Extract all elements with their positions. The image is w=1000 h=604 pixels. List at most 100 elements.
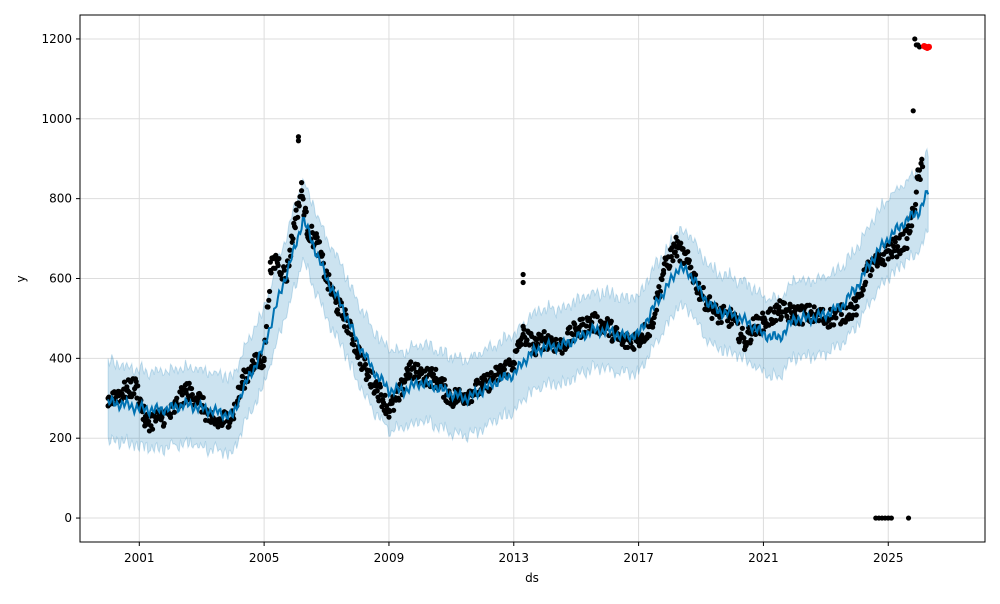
actual-point (895, 243, 901, 250)
actual-point (171, 409, 178, 415)
actual-point (469, 398, 475, 405)
actual-point (174, 395, 180, 401)
actual-point (672, 249, 678, 255)
actual-point (721, 303, 727, 309)
actual-point (628, 340, 634, 346)
actual-point (303, 209, 309, 215)
actual-point (217, 419, 224, 425)
actual-point (854, 303, 860, 310)
outlier-point (912, 36, 918, 42)
actual-point (405, 367, 411, 373)
actual-point (915, 176, 921, 182)
actual-point (408, 359, 414, 365)
actual-point (657, 288, 664, 295)
actual-point (741, 335, 747, 341)
actual-point (614, 325, 620, 331)
x-tick-label: 2013 (499, 551, 530, 565)
actual-point (149, 426, 156, 432)
actual-point (418, 366, 424, 372)
x-tick-label: 2009 (374, 551, 405, 565)
actual-point (891, 243, 897, 250)
actual-point (648, 323, 654, 330)
actual-point (631, 346, 637, 352)
actual-point (784, 313, 790, 319)
actual-point (811, 304, 817, 310)
actual-point (524, 337, 530, 343)
actual-point (239, 373, 245, 379)
outlier-point (295, 134, 302, 140)
actual-point (833, 315, 839, 321)
actual-point (395, 395, 401, 401)
outlier-point (888, 515, 894, 521)
actual-point (407, 372, 413, 378)
actual-point (195, 395, 202, 401)
actual-point (320, 251, 326, 258)
actual-point (680, 246, 686, 252)
outlier-point (916, 44, 923, 50)
actual-point (326, 272, 332, 278)
actual-point (742, 339, 748, 345)
actual-point (660, 267, 667, 274)
actual-point (659, 276, 665, 283)
actual-point (281, 267, 288, 273)
actual-point (300, 196, 306, 202)
actual-point (266, 297, 272, 303)
actual-point (260, 363, 266, 369)
actual-point (455, 398, 461, 404)
actual-point (374, 388, 380, 394)
y-tick-label: 200 (49, 431, 72, 445)
actual-point (656, 284, 662, 290)
actual-point (348, 332, 355, 338)
actual-point (553, 336, 559, 342)
actual-point (298, 180, 305, 186)
actual-point (678, 240, 684, 246)
actual-point (718, 319, 724, 326)
actual-point (511, 359, 517, 365)
actual-point (114, 391, 121, 397)
actual-point (653, 307, 660, 313)
actual-point (433, 375, 439, 381)
actual-point (889, 254, 895, 260)
actual-point (133, 383, 139, 389)
actual-point (335, 311, 341, 317)
actual-point (287, 247, 293, 253)
actual-point (433, 366, 439, 372)
actual-point (382, 392, 388, 398)
actual-point (131, 391, 137, 397)
actual-point (806, 302, 813, 308)
outlier-point (520, 271, 526, 278)
actual-point (413, 369, 419, 375)
actual-point (913, 189, 919, 195)
actual-point (542, 335, 548, 341)
actual-point (831, 322, 837, 328)
actual-point (309, 223, 315, 229)
actual-point (292, 225, 298, 231)
x-tick-label: 2025 (873, 551, 904, 565)
actual-point (700, 284, 706, 291)
actual-point (668, 254, 674, 260)
actual-point (208, 419, 214, 425)
actual-point (863, 279, 869, 285)
actual-point (773, 317, 779, 324)
actual-point (266, 288, 273, 295)
actual-point (105, 395, 111, 401)
highlight-point (925, 43, 933, 51)
actual-point (298, 188, 305, 194)
actual-point (606, 332, 612, 339)
actual-point (411, 365, 417, 371)
actual-point (200, 394, 206, 401)
actual-point (867, 272, 873, 279)
actual-point (364, 371, 370, 377)
x-axis-label: ds (525, 571, 539, 585)
forecast-line (107, 190, 930, 423)
actual-point (293, 207, 299, 213)
actual-point (583, 323, 589, 329)
actual-point (907, 228, 913, 234)
actual-point (314, 239, 320, 246)
grid (80, 15, 985, 542)
actual-point (685, 259, 692, 266)
y-axis-label: y (14, 275, 28, 282)
actual-point (739, 325, 745, 331)
actual-point (373, 383, 380, 389)
actual-point (161, 420, 167, 427)
